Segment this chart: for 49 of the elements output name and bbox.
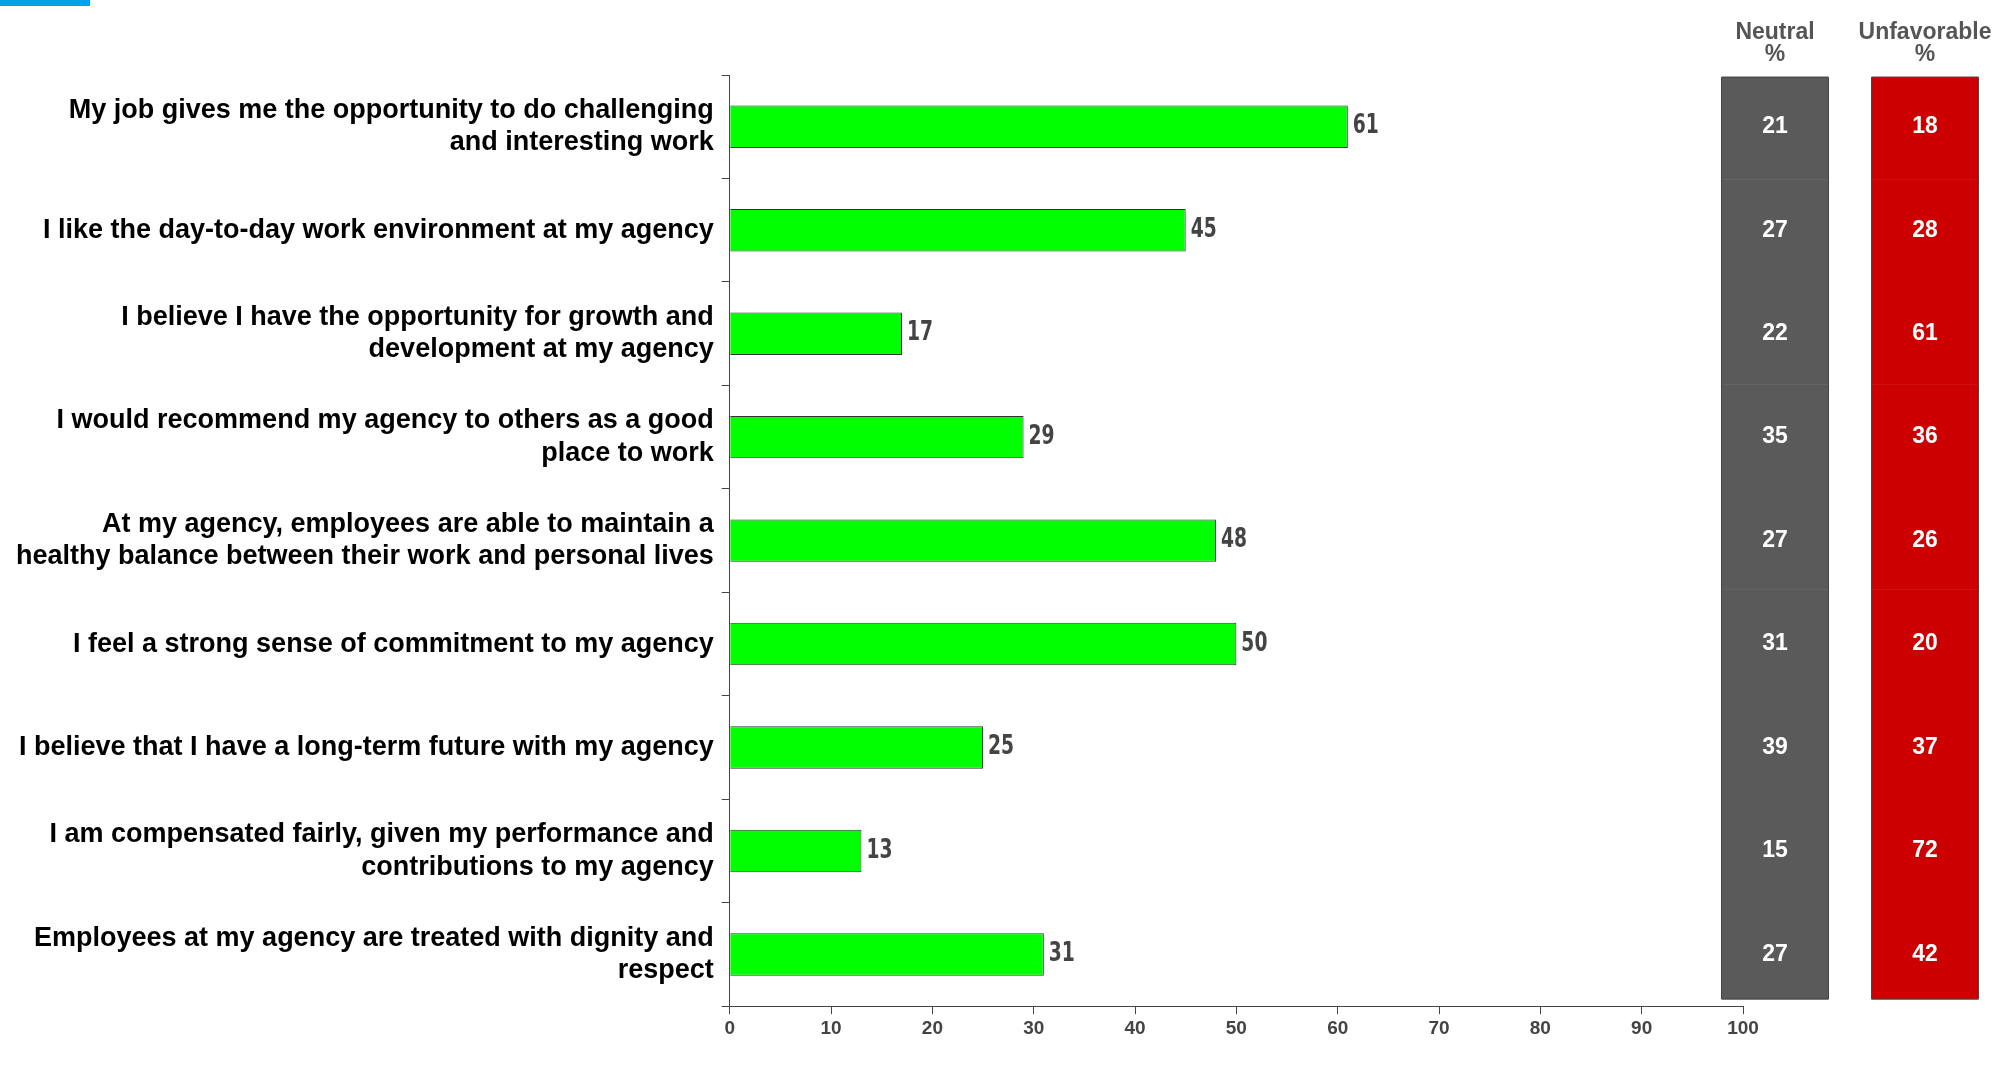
y-tick-label: I believe that I have a long-term future with my agency	[19, 730, 714, 761]
y-tick-label: At my agency, employees are able to maintain a healthy balance between their work and personal lives	[15, 507, 715, 571]
data-label: 37	[1912, 732, 1938, 759]
data-label: 27	[1762, 215, 1788, 242]
data-label: 20	[1912, 629, 1938, 656]
y-tick-label: I like the day-to-day work environment at my agency	[43, 213, 714, 244]
x-tick-label: 30	[1023, 1016, 1045, 1038]
data-label: 17	[906, 316, 934, 347]
data-label: 13	[866, 833, 893, 864]
data-label: 61	[1352, 109, 1379, 140]
data-label: 42	[1912, 939, 1938, 966]
data-label: 31	[1762, 629, 1788, 656]
x-tick-label: 70	[1428, 1016, 1450, 1038]
y-tick-label: My job gives me the opportunity to do challenging and interesting work	[68, 93, 715, 157]
y-tick-label: I am compensated fairly, given my performance and contributions to my agency	[49, 818, 714, 881]
x-tick-label: 10	[820, 1016, 842, 1038]
data-label: 25	[988, 730, 1015, 761]
x-tick-label: Neutral %	[1735, 17, 1815, 66]
data-label: 27	[1762, 525, 1788, 552]
y-tick-label: I believe I have the opportunity for growth and development at my agency	[121, 300, 714, 364]
data-label: 36	[1912, 422, 1938, 449]
x-tick-label: 20	[921, 1016, 943, 1038]
data-label: 61	[1912, 319, 1938, 346]
data-label: 72	[1912, 836, 1938, 863]
data-label: 48	[1221, 523, 1248, 554]
data-label: 31	[1048, 937, 1075, 967]
x-tick-label: 80	[1529, 1016, 1551, 1038]
data-label: 15	[1762, 836, 1788, 863]
x-tick-label: 0	[724, 1016, 736, 1038]
data-label: 26	[1912, 525, 1938, 552]
data-label: 18	[1912, 112, 1938, 139]
data-label: 28	[1912, 215, 1938, 242]
data-label: 35	[1762, 422, 1788, 449]
data-label: 45	[1190, 212, 1217, 243]
x-tick-label: 90	[1631, 1016, 1653, 1038]
x-tick-label: Unfavorable %	[1858, 17, 1992, 66]
data-label: 27	[1762, 939, 1788, 966]
data-label: 39	[1762, 732, 1788, 759]
y-tick-label: I would recommend my agency to others as a good place to work	[56, 404, 715, 467]
data-label: 50	[1241, 626, 1268, 657]
y-tick-label: I feel a strong sense of commitment to my agency	[73, 627, 714, 658]
x-tick-label: 40	[1124, 1016, 1146, 1038]
y-tick-label: Employees at my agency are treated with dignity and respect	[34, 921, 714, 985]
x-tick-label: 50	[1225, 1016, 1247, 1038]
data-label: 22	[1762, 319, 1788, 346]
data-label: 21	[1762, 112, 1788, 139]
data-label: 29	[1028, 419, 1055, 450]
x-tick-label: 60	[1327, 1016, 1349, 1038]
x-tick-label: 100	[1727, 1016, 1759, 1038]
